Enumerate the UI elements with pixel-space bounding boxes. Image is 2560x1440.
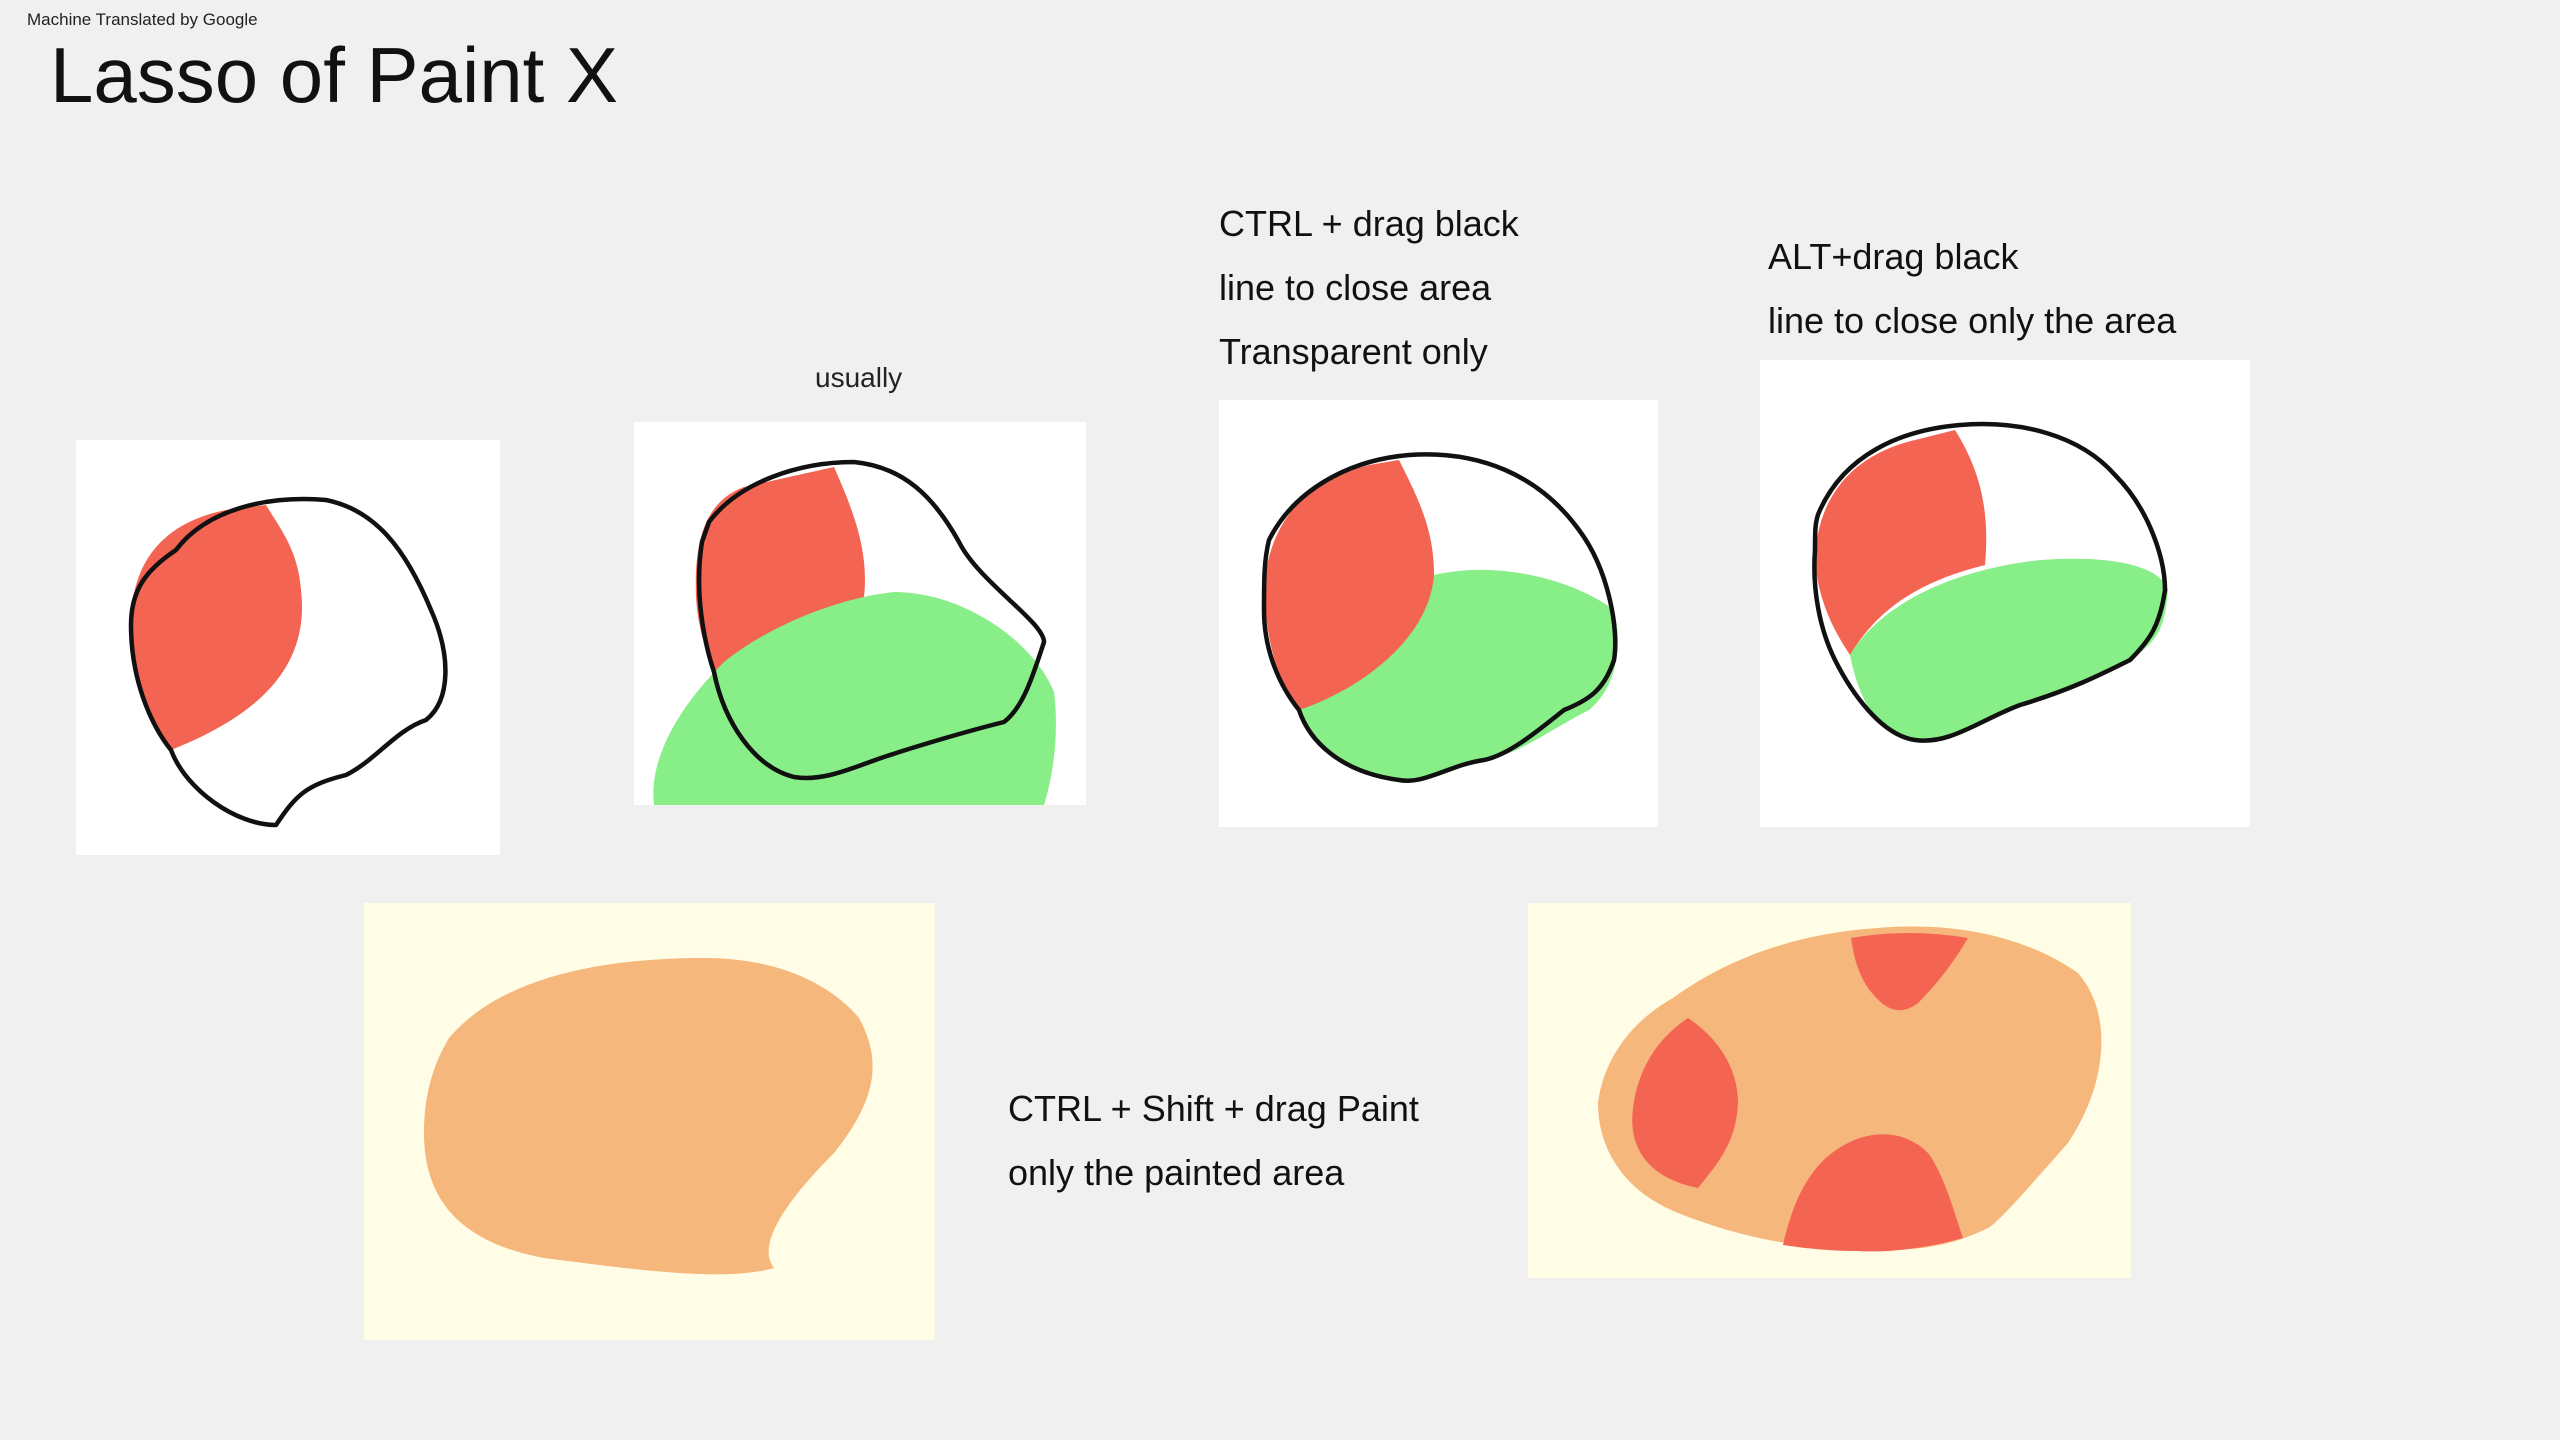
caption-ctrl-drag: CTRL + drag black line to close area Tra… <box>1219 192 1519 384</box>
caption-line: CTRL + Shift + drag Paint <box>1008 1088 1419 1129</box>
caption-alt-drag: ALT+drag black line to close only the ar… <box>1768 225 2176 353</box>
caption-line: Transparent only <box>1219 331 1488 372</box>
red-painted-region <box>1815 430 1987 655</box>
ctrl-drag-illustration <box>1261 452 1618 784</box>
caption-line: only the painted area <box>1008 1152 1345 1193</box>
caption-line: ALT+drag black <box>1768 236 2019 277</box>
caption-usually: usually <box>815 362 903 393</box>
black-lasso-outline <box>128 496 448 828</box>
panel-usually <box>634 422 1086 805</box>
red-painted-region <box>695 467 865 677</box>
red-painted-region <box>131 505 303 750</box>
painted-area-illustration <box>424 958 873 1275</box>
black-lasso-outline <box>696 459 1047 781</box>
machine-translation-notice: Machine Translated by Google <box>27 10 258 29</box>
black-lasso-outline <box>1261 452 1618 784</box>
panel-ctrl-shift-result <box>1528 903 2131 1278</box>
panel-alt-drag <box>1760 360 2250 827</box>
red-painted-region <box>1632 1018 1738 1188</box>
red-painted-region <box>1264 460 1434 710</box>
green-painted-region <box>1850 558 2168 741</box>
red-painted-region <box>1851 933 1968 1011</box>
black-lasso-outline <box>1812 421 2168 743</box>
orange-painted-region <box>424 958 873 1275</box>
usually-illustration <box>653 459 1056 805</box>
panel-ctrl-drag <box>1219 400 1658 827</box>
panel-painted-area <box>364 903 935 1340</box>
original-shape-illustration <box>128 496 448 828</box>
caption-line: line to close area <box>1219 267 1492 308</box>
caption-line: CTRL + drag black <box>1219 203 1519 244</box>
orange-painted-region <box>1598 926 2102 1250</box>
ctrl-shift-result-illustration <box>1598 926 2102 1252</box>
panel-original <box>76 440 500 855</box>
alt-drag-illustration <box>1812 421 2168 743</box>
page-title: Lasso of Paint X <box>50 31 619 119</box>
red-painted-region <box>1783 1134 1963 1252</box>
caption-line: line to close only the area <box>1768 300 2177 341</box>
caption-ctrl-shift-drag: CTRL + Shift + drag Paint only the paint… <box>1008 1077 1419 1205</box>
